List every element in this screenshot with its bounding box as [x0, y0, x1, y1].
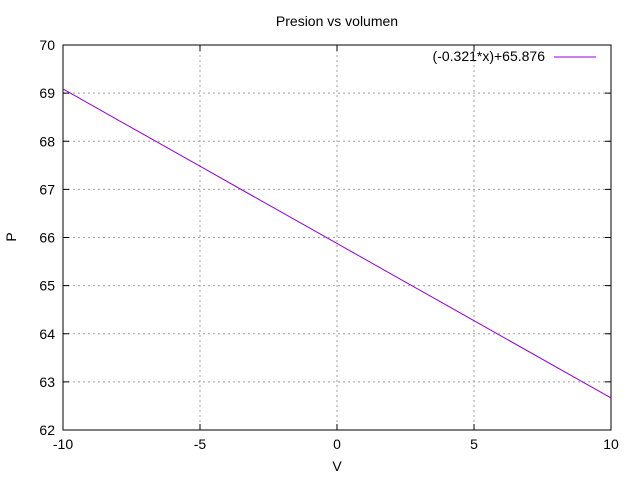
y-tick-label: 62	[39, 422, 55, 438]
grid-lines	[63, 45, 611, 430]
x-axis-label: V	[332, 458, 342, 474]
series-line-0	[62, 88, 612, 399]
x-tick-label: -10	[53, 436, 73, 452]
y-tick-label: 65	[39, 278, 55, 294]
y-axis-label: P	[3, 232, 19, 241]
y-tick-label: 68	[39, 133, 55, 149]
y-tick-label: 67	[39, 181, 55, 197]
series-layer	[62, 88, 612, 399]
y-tick-label: 70	[39, 37, 55, 53]
legend: (-0.321*x)+65.876	[433, 48, 596, 64]
y-tick-label: 69	[39, 85, 55, 101]
y-tick-label: 63	[39, 374, 55, 390]
x-axis-ticks: -10 -5 0 5 10	[53, 45, 619, 452]
y-tick-label: 64	[39, 326, 55, 342]
x-tick-label: 10	[603, 436, 619, 452]
x-tick-label: 0	[333, 436, 341, 452]
legend-entry-label: (-0.321*x)+65.876	[433, 48, 546, 64]
chart-title: Presion vs volumen	[276, 13, 398, 29]
x-tick-label: -5	[194, 436, 207, 452]
y-tick-label: 66	[39, 230, 55, 246]
y-axis-ticks: 62 63 64 65 66 67 68 69 70	[39, 37, 611, 438]
x-tick-label: 5	[470, 436, 478, 452]
